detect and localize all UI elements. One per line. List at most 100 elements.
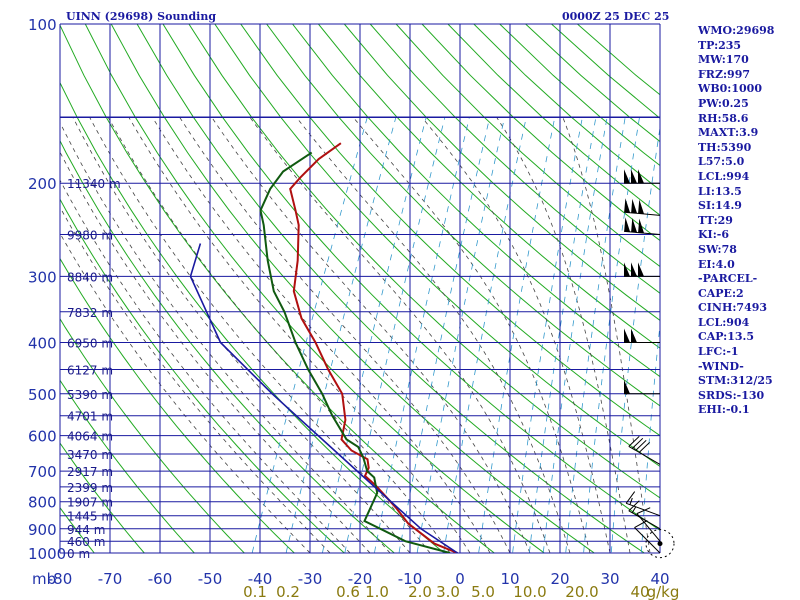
dry-adiabat-line [395,24,660,268]
height-label: 2917 m [67,465,113,479]
dry-adiabat-line [60,442,145,553]
grid-lines [59,23,661,554]
index-item: RH:58.6 [698,111,749,125]
height-label: 4064 m [67,430,113,444]
index-item: CINH:7493 [698,301,768,315]
index-item: CAPE:2 [698,286,744,300]
wind-barb [623,328,661,343]
temperature-tick-label: -40 [248,570,273,588]
index-item: PW:0.25 [698,96,749,110]
index-item: WMO:29698 [698,24,775,37]
mixing-ratio-label: 3.0 [436,583,460,600]
temperature-tick-label: -50 [198,570,223,588]
dry-adiabat-line [162,24,660,531]
wind-barb [623,169,661,184]
dry-adiabat-line [60,379,195,553]
wind-barb [623,379,661,395]
index-item: SI:14.9 [698,199,742,213]
moist-adiabat-line [211,116,531,553]
hodograph-center [657,541,663,547]
dry-adiabat-line [60,198,346,553]
dry-adiabat-line [214,24,660,468]
moist-adiabat-line [60,179,351,553]
height-label: 6950 m [67,337,113,351]
dry-adiabat-line [188,24,660,499]
pressure-tick-label: 800 [28,494,57,512]
index-item: MW:170 [698,53,749,67]
index-item: TH:5390 [698,140,752,154]
wind-barbs [623,169,675,559]
temperature-tick-label: -80 [48,570,73,588]
height-label: 4701 m [67,410,113,424]
dry-adiabat-line [60,24,496,553]
height-label: 6127 m [67,364,113,378]
station-title: UINN (29698) Sounding [66,10,216,23]
moist-adiabat-line [152,116,491,553]
height-label: 9980 m [67,229,113,243]
time-title: 0000Z 25 DEC 25 [562,10,669,23]
temperature-profile-line [289,142,458,553]
temperature-tick-label: 40 [650,570,669,588]
pressure-tick-label: 1000 [28,545,66,563]
height-label: 5390 m [67,388,113,402]
index-item: FRZ:997 [698,67,751,81]
temperature-tick-label: -30 [298,570,323,588]
hodograph-ring [645,529,675,559]
index-item: LI:13.5 [698,184,742,198]
height-label: 0 m [67,547,90,561]
dry-adiabat-line [369,24,660,294]
temperature-tick-label: -20 [348,570,373,588]
mixing-ratio-label: 5.0 [471,583,495,600]
pressure-tick-label: 400 [28,335,57,353]
mixing-ratio-label: 40 [630,583,649,600]
dry-adiabat-line [266,24,660,407]
index-item: -WIND- [698,359,744,373]
mixing-ratio-label: 0.1 [243,583,267,600]
dry-adiabat-line [136,24,646,553]
temperature-tick-label: -60 [148,570,173,588]
index-item: TT:29 [698,213,733,227]
moist-adiabat-line [421,116,611,553]
index-item: CAP:13.5 [698,330,755,344]
temperature-tick-label: 0 [455,570,465,588]
moist-adiabat-line [89,117,431,553]
index-item: EI:4.0 [698,257,735,271]
pressure-tick-label: 700 [28,463,57,481]
temperature-tick-label: 20 [550,570,569,588]
dry-adiabat-line [60,257,296,553]
temperature-tick-label: -70 [98,570,123,588]
mixing-ratio-label: 1.0 [365,583,389,600]
index-item: LCL:904 [698,315,750,329]
mixing-ratio-unit: g/kg [647,583,680,600]
moist-adiabat-line [496,116,631,553]
temperature-tick-label: 30 [600,570,619,588]
stability-indices-panel: WMO:29698 TP:235 MW:170 FRZ:997 WB0:1000 PW:0… [698,24,798,418]
dry-adiabat-line [60,139,396,553]
height-label: 7832 m [67,306,113,320]
wind-barb [628,500,661,530]
height-label: 3470 m [67,448,113,462]
index-item: SW:78 [698,242,737,256]
wind-barb [625,491,661,517]
mixing-ratio-label: 20.0 [565,583,598,600]
parcel-profile-line [189,243,458,553]
index-item: STM:312/25 [698,374,773,388]
dry-adiabat-line [110,24,596,553]
index-item: EHI:-0.1 [698,403,750,417]
moist-adiabat-line [107,117,451,553]
temperature-tick-label: -10 [398,570,423,588]
mixing-ratio-label: 0.2 [276,583,300,600]
index-item: -PARCEL- [698,272,758,286]
mixing-ratio-label: 2.0 [408,583,432,600]
moist-adiabat-line [295,116,571,553]
moist-adiabat-line [249,116,551,553]
wind-barb [624,198,661,216]
moist-adiabat-line [60,151,371,553]
height-label: 944 m [67,523,105,537]
mixing-ratio-label: 10.0 [513,583,546,600]
height-label: 1907 m [67,496,113,510]
index-item: L57:5.0 [698,155,745,169]
dry-adiabat-line [84,24,546,553]
pressure-tick-label: 200 [28,175,57,193]
